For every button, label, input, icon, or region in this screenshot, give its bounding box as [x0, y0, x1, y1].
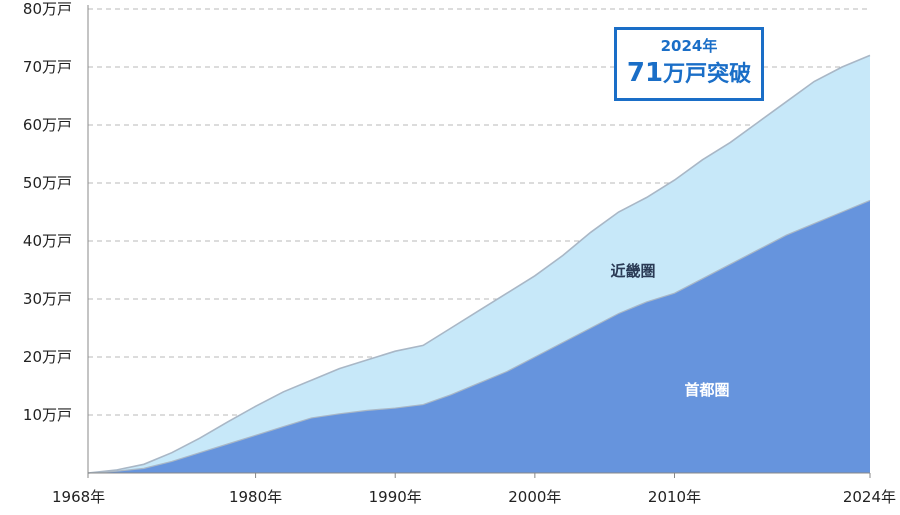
- kinki-region-label: 近畿圏: [610, 262, 655, 280]
- y-tick-label: 50万戸: [23, 174, 72, 192]
- y-tick-label: 20万戸: [23, 348, 72, 366]
- x-axis-tick-labels: 1968年 1980年 1990年 2000年 2010年 2024年: [52, 473, 896, 506]
- series-shutoken-area: [88, 200, 870, 473]
- area-series: [87, 54, 871, 474]
- y-tick-label: 10万戸: [23, 406, 72, 424]
- annotation-number: 71: [626, 58, 664, 88]
- series-kinki-area: [88, 55, 870, 474]
- axes: [87, 5, 870, 474]
- series-shutoken-line: [87, 199, 871, 474]
- y-tick-label: 30万戸: [23, 290, 72, 308]
- series-kinki-line: [87, 54, 871, 474]
- y-axis-tick-labels: 10万戸 20万戸 30万戸 40万戸 50万戸 60万戸 70万戸 80万戸: [23, 0, 72, 424]
- y-tick-label: 60万戸: [23, 116, 72, 134]
- shutoken-region-label: 首都圏: [684, 381, 729, 399]
- x-tick-label: 2024年: [843, 488, 896, 506]
- annotation-value: 71万戸突破: [617, 59, 761, 89]
- x-tick-label: 2010年: [648, 488, 701, 506]
- y-tick-label: 40万戸: [23, 232, 72, 250]
- annotation-year: 2024年: [660, 37, 718, 55]
- x-tick-label: 1990年: [369, 488, 422, 506]
- x-tick-label: 2000年: [508, 488, 561, 506]
- annotation-suffix: 万戸突破: [663, 62, 752, 87]
- y-tick-label: 80万戸: [23, 0, 72, 18]
- grid-lines: [88, 8, 870, 416]
- x-tick-label: 1980年: [229, 488, 282, 506]
- y-tick-label: 70万戸: [23, 58, 72, 76]
- x-tick-label: 1968年: [52, 488, 105, 506]
- annotation-callout: 2024年 71万戸突破: [614, 27, 764, 101]
